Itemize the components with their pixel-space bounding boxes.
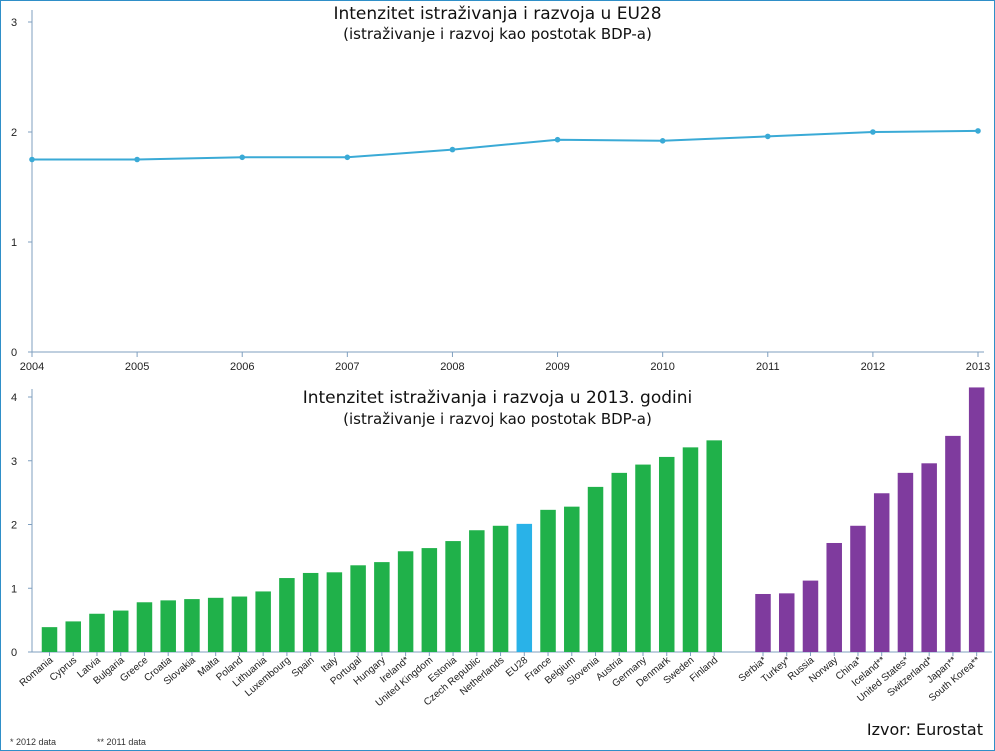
bar [516,523,533,652]
bar [279,578,295,652]
bar [136,602,153,652]
data-point [344,154,351,161]
x-tick-label: 2008 [440,361,464,373]
bar [255,591,271,652]
bar [778,593,795,652]
y-tick-label: 0 [11,647,17,659]
bar [112,610,129,652]
bar [635,464,651,652]
bar [492,525,509,652]
x-tick-label: 2006 [230,361,254,373]
x-tick-label: 2007 [335,361,359,373]
x-tick-label: 2012 [861,361,885,373]
data-point [659,138,666,144]
bar [755,593,771,652]
y-tick-label: 3 [11,17,17,29]
x-tick-label: 2005 [125,361,149,373]
bar [207,597,224,652]
bar [469,530,485,652]
bar [445,541,461,652]
y-tick-label: 0 [11,347,17,359]
bar [658,456,675,652]
y-tick-label: 1 [11,237,17,249]
x-tick-label: Cyprus [48,655,79,684]
x-tick-label: 2009 [545,361,569,373]
data-point [134,156,140,163]
bar [350,565,366,652]
bar [540,509,556,652]
bar-chart: 01234RomaniaCyprusLatviaBulgariaGreeceCr… [11,387,992,709]
bar [184,599,200,652]
bar [826,542,842,652]
bar [802,580,819,652]
bar [397,551,414,652]
bar [897,472,914,652]
bar [611,472,628,652]
data-point [449,146,456,153]
data-point [554,136,561,143]
bar [65,621,81,652]
data-point [870,129,876,135]
y-tick-label: 3 [11,456,17,468]
bar [231,596,248,652]
x-tick-label: 2010 [650,361,674,373]
x-tick-label: Spain [290,655,317,680]
bar [564,506,580,652]
bar [682,447,699,652]
x-tick-label: Romania [18,655,56,689]
x-tick-label: 2004 [20,361,44,373]
source-label: Izvor: Eurostat [866,720,983,739]
bar [421,548,438,652]
y-tick-label: 2 [11,127,17,139]
data-point [764,133,771,140]
bar [873,493,890,652]
bar [41,627,58,652]
bar-chart-subtitle: (istraživanje i razvoj kao postotak BDP-… [343,410,652,428]
line-chart-title: Intenzitet istraživanja i razvoja u EU28 [333,4,662,24]
y-tick-label: 4 [11,392,17,404]
footnote-2011: ** 2011 data [97,737,146,747]
y-tick-label: 2 [11,520,17,532]
footnote-2012: * 2012 data [10,737,57,747]
bar [706,440,722,652]
series-line [32,129,979,161]
x-tick-label: 2013 [966,361,990,373]
data-point [29,156,35,163]
bar [921,463,937,652]
bar [850,525,866,652]
bar [326,572,343,652]
x-tick-label: 2011 [756,361,780,373]
bar [587,486,604,652]
data-point [975,128,981,134]
data-point [239,154,246,161]
bar [302,572,319,652]
bar-chart-title: Intenzitet istraživanja i razvoja u 2013… [302,388,693,408]
bar [160,600,176,652]
bar [945,435,961,652]
y-tick-label: 1 [11,583,17,595]
line-chart-subtitle: (istraživanje i razvoj kao postotak BDP-… [343,25,652,43]
line-chart: 0 1 2 3 2004 2005 2006 2007 2008 2009 2010 2011 2012… [11,10,990,373]
bar [374,562,390,652]
bar [968,387,985,652]
bar [89,613,105,652]
